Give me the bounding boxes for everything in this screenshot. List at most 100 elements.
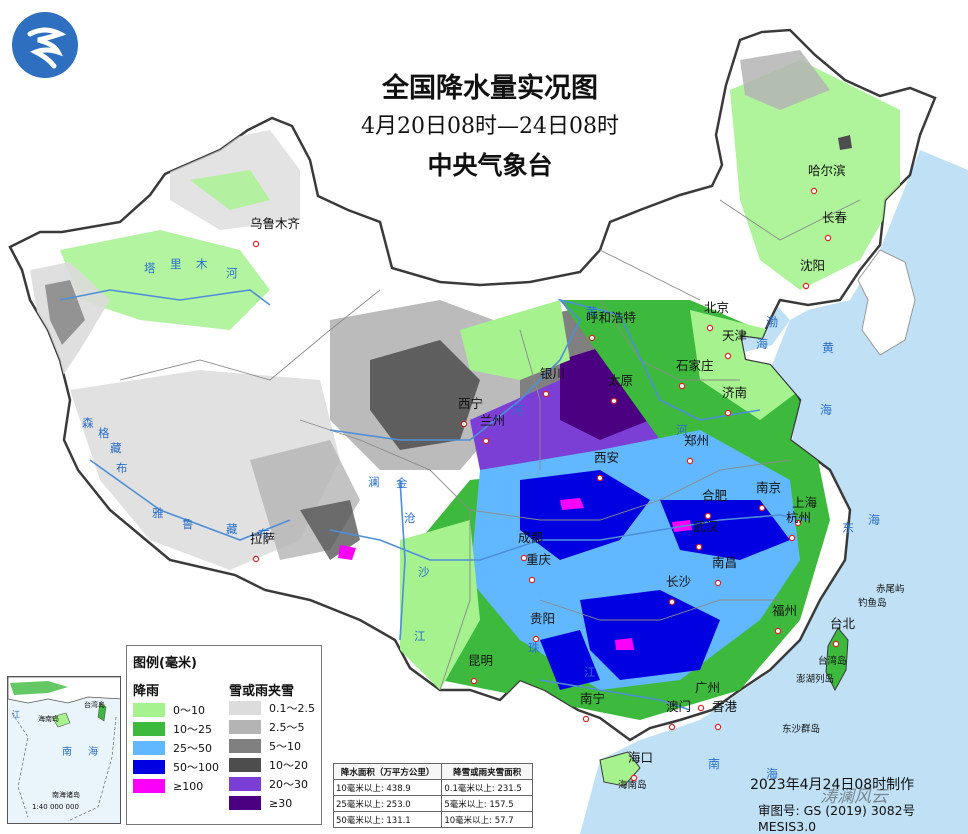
city-label: 哈尔滨 bbox=[808, 163, 846, 178]
city-marker: 兰州 bbox=[480, 413, 505, 445]
inset-label: 台湾岛 bbox=[84, 700, 105, 709]
legend-swatch bbox=[133, 779, 165, 793]
city-marker: 重庆 bbox=[526, 552, 552, 584]
table-row: 25毫米以上: 253.0 5毫米以上: 157.5 bbox=[332, 795, 533, 812]
svg-text:东: 东 bbox=[842, 521, 854, 535]
city-marker: 天津 bbox=[722, 328, 747, 360]
area-snow-cell: 10毫米以上: 57.7 bbox=[441, 811, 533, 828]
city-marker: 广州 bbox=[695, 680, 720, 712]
city-label: 福州 bbox=[772, 603, 797, 618]
city-label: 澳门 bbox=[666, 699, 691, 714]
svg-text:海南岛: 海南岛 bbox=[618, 779, 647, 791]
city-dot bbox=[482, 437, 490, 445]
city-dot bbox=[610, 397, 618, 405]
city-label: 银川 bbox=[540, 366, 565, 381]
rivers bbox=[59, 289, 811, 711]
svg-text:森: 森 bbox=[82, 416, 94, 430]
city-marker: 合肥 bbox=[702, 488, 728, 520]
legend-swatch bbox=[229, 758, 261, 772]
svg-text:河: 河 bbox=[676, 423, 688, 437]
city-label: 昆明 bbox=[468, 653, 493, 668]
city-label: 贵阳 bbox=[530, 611, 555, 626]
province-boundaries bbox=[119, 199, 861, 691]
area-snow-cell: 5毫米以上: 157.5 bbox=[441, 795, 533, 812]
city-marker: 杭州 bbox=[786, 510, 811, 542]
precipitation-fields bbox=[30, 50, 900, 720]
city-dot bbox=[668, 598, 676, 606]
city-label: 北京 bbox=[704, 300, 729, 315]
legend-row: 10～25 bbox=[133, 721, 212, 737]
legend-swatch bbox=[133, 760, 165, 774]
city-marker: 长沙 bbox=[666, 574, 692, 606]
inset-label: 南 bbox=[62, 745, 72, 758]
south-china-sea-inset: 台湾岛 海南岛 南 海 南海诸岛 江 1:40 000 000 bbox=[7, 676, 121, 824]
city-label: 西安 bbox=[594, 450, 619, 465]
svg-text:南: 南 bbox=[708, 756, 720, 771]
city-dot bbox=[678, 382, 686, 390]
legend-row: 10～20 bbox=[229, 757, 308, 773]
city-marker: 南京 bbox=[756, 480, 781, 512]
city-marker: 沈阳 bbox=[800, 258, 825, 290]
legend-label: 5～10 bbox=[269, 740, 301, 753]
city-marker: 石家庄 bbox=[676, 358, 714, 390]
table-row: 50毫米以上: 131.1 10毫米以上: 57.7 bbox=[332, 811, 533, 828]
city-marker: 澳门 bbox=[666, 699, 691, 731]
area-rain-cell: 25毫米以上: 253.0 bbox=[332, 795, 443, 812]
city-dot bbox=[774, 627, 782, 635]
svg-text:黄: 黄 bbox=[822, 341, 834, 355]
area-rain-cell: 50毫米以上: 131.1 bbox=[332, 811, 443, 828]
city-label: 呼和浩特 bbox=[586, 310, 636, 325]
legend-row: 50～100 bbox=[133, 759, 219, 775]
inset-scale: 1:40 000 000 bbox=[32, 803, 79, 811]
city-marker: 海口 bbox=[628, 750, 653, 782]
svg-text:澎湖列岛: 澎湖列岛 bbox=[796, 673, 834, 685]
svg-text:河: 河 bbox=[512, 403, 524, 417]
city-label: 杭州 bbox=[786, 510, 811, 525]
map-title: 全国降水量实况图 bbox=[382, 73, 598, 104]
city-marker: 西宁 bbox=[458, 396, 483, 428]
taiwan-island bbox=[825, 627, 849, 692]
legend-swatch bbox=[133, 703, 165, 717]
svg-text:海: 海 bbox=[820, 402, 832, 417]
city-dot bbox=[460, 420, 468, 428]
city-marker: 南宁 bbox=[580, 691, 605, 723]
legend-swatch bbox=[229, 796, 261, 810]
svg-text:珠: 珠 bbox=[528, 641, 540, 655]
legend-swatch bbox=[133, 741, 165, 755]
svg-text:赤尾屿: 赤尾屿 bbox=[876, 583, 905, 595]
city-label: 合肥 bbox=[702, 488, 728, 503]
city-label: 兰州 bbox=[480, 413, 505, 428]
city-marker: 郑州 bbox=[684, 433, 709, 465]
legend-label: 10～20 bbox=[269, 759, 308, 772]
city-label: 长沙 bbox=[666, 574, 692, 589]
city-label: 南京 bbox=[756, 480, 781, 495]
city-label: 西宁 bbox=[458, 396, 483, 411]
svg-text:鲁: 鲁 bbox=[182, 517, 194, 531]
svg-text:河: 河 bbox=[226, 266, 238, 280]
city-label: 长春 bbox=[822, 210, 848, 225]
legend-label: 10～25 bbox=[173, 723, 212, 736]
legend-row: 2.5～5 bbox=[229, 719, 305, 735]
svg-text:里: 里 bbox=[170, 257, 182, 271]
city-marker: 拉萨 bbox=[250, 531, 275, 563]
legend-label: 20～30 bbox=[269, 778, 308, 791]
river-labels: 塔 里 木 河 黄 河 河 森 格 藏 布 雅 鲁 藏 布 金 沙 江 澜 沧 … bbox=[82, 257, 688, 679]
legend-label: 0.1～2.5 bbox=[269, 702, 315, 715]
city-label: 郑州 bbox=[684, 433, 709, 448]
area-rain-header: 降水面积（万平方公里） bbox=[332, 763, 443, 780]
legend-row: 25～50 bbox=[133, 740, 212, 756]
svg-text:江: 江 bbox=[584, 665, 596, 679]
city-marker: 成都 bbox=[518, 530, 544, 562]
legend-swatch bbox=[229, 720, 261, 734]
legend-row: ≥30 bbox=[229, 795, 292, 811]
legend-snow-header: 雪或雨夹雪 bbox=[229, 684, 295, 699]
legend-label: 25～50 bbox=[173, 742, 212, 755]
svg-text:江: 江 bbox=[414, 629, 426, 643]
svg-text:布: 布 bbox=[116, 461, 128, 475]
svg-text:布: 布 bbox=[258, 527, 270, 541]
svg-text:藏: 藏 bbox=[226, 522, 238, 536]
city-marker: 银川 bbox=[540, 366, 565, 398]
legend-swatch bbox=[229, 739, 261, 753]
city-dot bbox=[714, 723, 722, 731]
legend-title: 图例(毫米) bbox=[133, 656, 197, 671]
